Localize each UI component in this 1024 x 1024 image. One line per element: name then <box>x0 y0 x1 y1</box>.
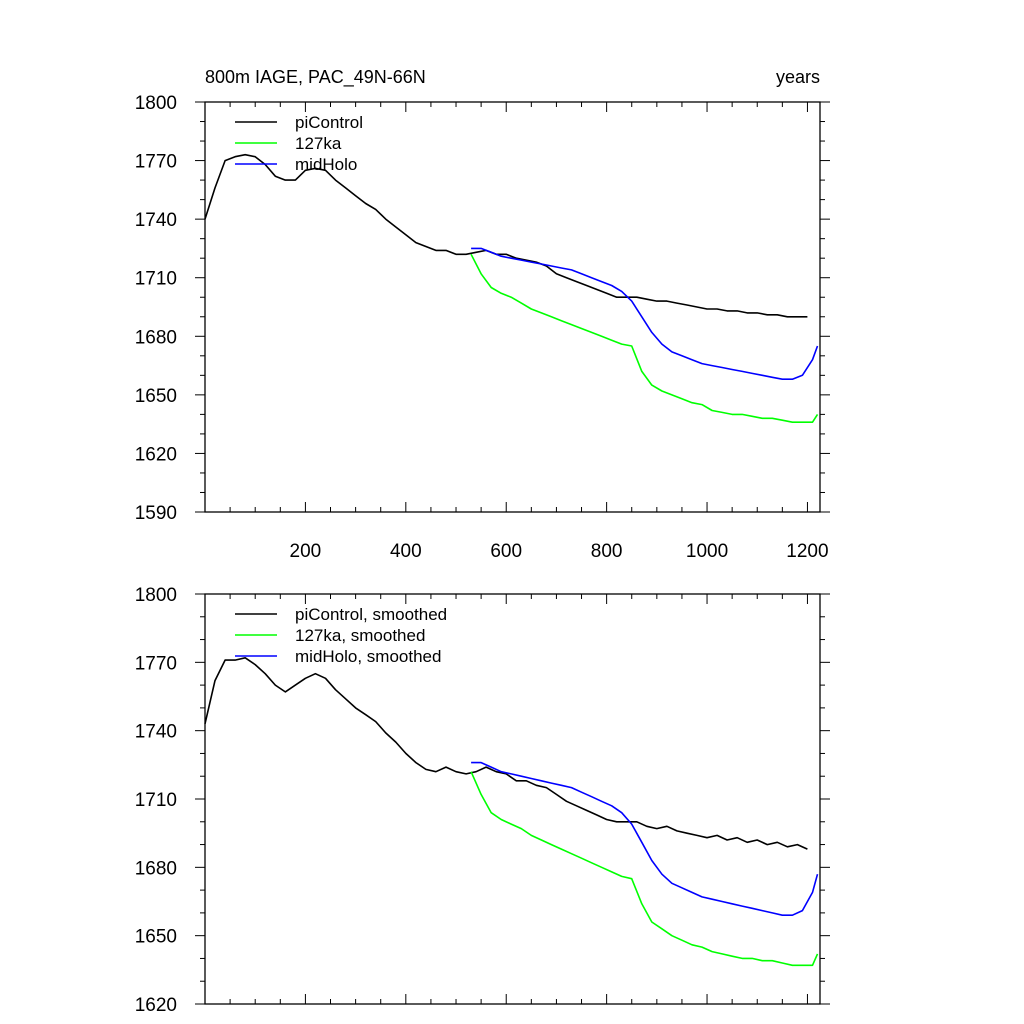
y-tick-label: 1740 <box>135 722 177 743</box>
y-tick-label: 1770 <box>135 653 177 674</box>
y-tick-label: 1590 <box>135 503 177 524</box>
y-tick-label: 1620 <box>135 995 177 1016</box>
chart-bottom: 1620 1650 1680 1710 1740 1770 1800 piControl, s… <box>135 585 830 1016</box>
y-tick-label: 1620 <box>135 444 177 465</box>
x-tick-label: 1000 <box>686 541 728 562</box>
plot-frame <box>204 101 821 513</box>
series-line-0 <box>204 656 808 850</box>
chart-units: years <box>776 67 820 87</box>
y-tick-label: 1680 <box>135 327 177 348</box>
y-tick-label: 1650 <box>135 927 177 948</box>
x-tick-label: 800 <box>591 541 623 562</box>
y-tick-label: 1740 <box>135 210 177 231</box>
series-line-1 <box>470 771 819 967</box>
y-tick-label: 1650 <box>135 386 177 407</box>
legend-label-0: piControl <box>295 113 363 132</box>
legend-label-2: midHolo <box>295 155 357 174</box>
legend-label-0: piControl, smoothed <box>295 605 447 624</box>
y-tick-label: 1800 <box>135 585 177 606</box>
series-line-2 <box>471 761 819 917</box>
x-tick-label: 1200 <box>786 541 828 562</box>
series-line-1 <box>470 253 819 424</box>
series-line-2 <box>471 247 819 381</box>
y-tick-label: 1710 <box>135 790 177 811</box>
chart-top: 800m IAGE, PAC_49N-66N years 200 400 600 80… <box>135 67 830 562</box>
y-tick-label: 1800 <box>135 93 177 114</box>
x-tick-label: 600 <box>490 541 522 562</box>
y-tick-label: 1770 <box>135 152 177 173</box>
y-tick-label: 1680 <box>135 858 177 879</box>
legend-label-1: 127ka <box>295 134 342 153</box>
x-tick-label: 400 <box>390 541 422 562</box>
series-line-0 <box>204 153 808 318</box>
chart-title: 800m IAGE, PAC_49N-66N <box>205 67 426 88</box>
legend-label-1: 127ka, smoothed <box>295 626 425 645</box>
x-tick-label: 200 <box>290 541 322 562</box>
legend-label-2: midHolo, smoothed <box>295 647 441 666</box>
y-tick-label: 1710 <box>135 269 177 290</box>
